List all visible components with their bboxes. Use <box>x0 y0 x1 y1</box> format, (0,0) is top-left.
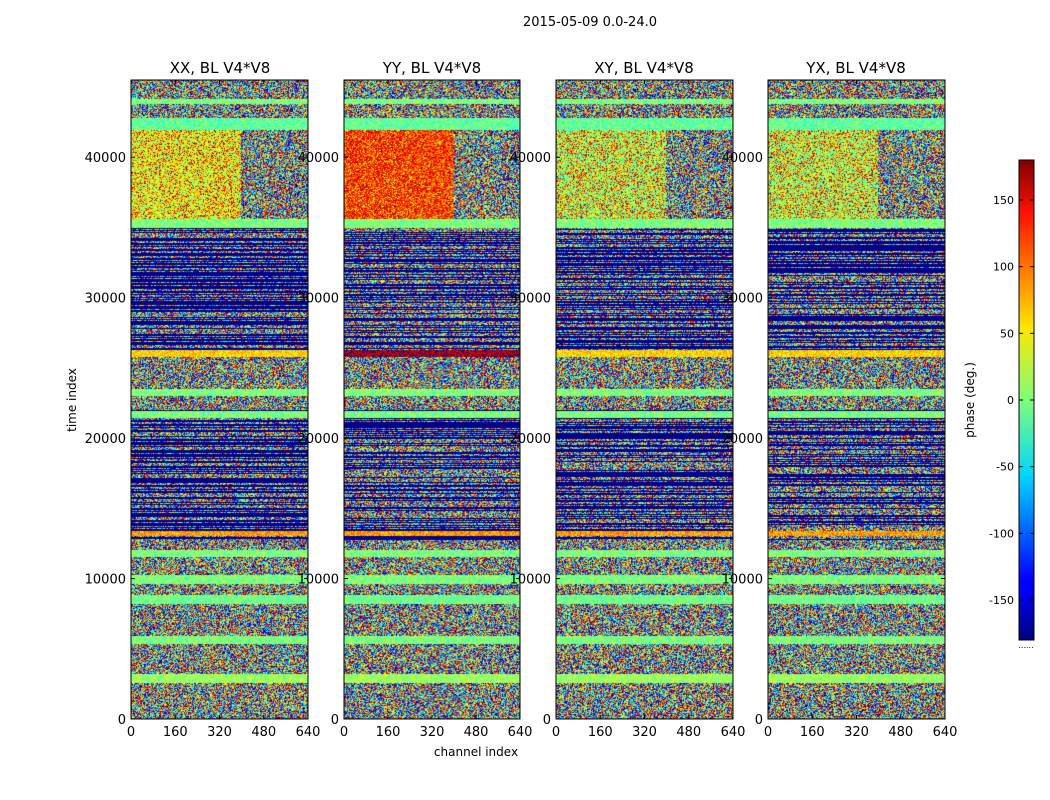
x-tick-label: 480 <box>676 725 701 740</box>
x-axis-label: channel index <box>434 745 518 759</box>
x-tick-label: 160 <box>376 725 401 740</box>
colorbar-label: phase (deg.) <box>963 362 977 438</box>
y-tick-label: 30000 <box>722 292 763 307</box>
colorbar-tick-label: -50 <box>996 461 1014 474</box>
x-tick-label: 640 <box>721 725 746 740</box>
panel-xy: XY, BL V4*V8 0 160 320 480 640 0 10000 20000 300… <box>510 59 746 740</box>
x-tick-label: 160 <box>800 725 825 740</box>
colorbar-tick-label: -150 <box>989 594 1014 607</box>
panel-title: XX, BL V4*V8 <box>170 59 271 77</box>
x-tick-label: 480 <box>464 725 489 740</box>
y-tick-label: 10000 <box>510 573 551 588</box>
x-tick-label: 640 <box>508 725 533 740</box>
colorbar: -150 -100 -50 0 50 100 150 phase (deg.) ...... <box>963 159 1035 650</box>
colorbar-tick-label: 0 <box>1007 394 1014 407</box>
panel-yy: YY, BL V4*V8 0 160 320 480 640 0 10000 20000 300… <box>298 59 533 740</box>
x-tick-label: 320 <box>844 725 869 740</box>
x-tick-label: 640 <box>296 725 321 740</box>
x-tick-label: 0 <box>552 725 560 740</box>
x-tick-label: 480 <box>251 725 276 740</box>
colorbar-ticks: -150 -100 -50 0 50 100 150 <box>989 194 1034 607</box>
y-tick-label: 10000 <box>298 573 339 588</box>
phase-heatmap-image <box>768 80 945 719</box>
y-tick-label: 0 <box>755 713 763 728</box>
phase-heatmap-image <box>344 80 520 719</box>
y-tick-label: 20000 <box>722 432 763 447</box>
panel-xx: XX, BL V4*V8 0 160 320 480 640 0 10000 20000 300… <box>85 59 321 740</box>
y-axis-label: time index <box>65 368 79 432</box>
axis-ticks: 0 160 320 480 640 0 10000 20000 30000 40000 <box>85 80 321 740</box>
y-tick-label: 10000 <box>722 573 763 588</box>
axis-ticks: 0 160 320 480 640 0 10000 20000 30000 40000 <box>298 80 533 740</box>
x-tick-label: 320 <box>207 725 232 740</box>
colorbar-tick-label: -100 <box>989 527 1014 540</box>
x-tick-label: 0 <box>127 725 135 740</box>
panel-title: XY, BL V4*V8 <box>594 59 694 77</box>
y-tick-label: 40000 <box>298 151 339 166</box>
colorbar-tick-label: 50 <box>1000 327 1014 340</box>
y-tick-label: 0 <box>331 713 339 728</box>
x-tick-label: 320 <box>632 725 657 740</box>
y-tick-label: 20000 <box>510 432 551 447</box>
colorbar-tick-label: 150 <box>993 194 1014 207</box>
figure-suptitle: 2015-05-09 0.0-24.0 <box>523 15 657 30</box>
axis-ticks: 0 160 320 480 640 0 10000 20000 30000 40000 <box>722 80 958 740</box>
x-tick-label: 0 <box>764 725 772 740</box>
y-tick-label: 30000 <box>510 292 551 307</box>
y-tick-label: 40000 <box>85 151 126 166</box>
colorbar-tick-label: 100 <box>993 261 1014 274</box>
x-tick-label: 160 <box>163 725 188 740</box>
x-tick-label: 320 <box>420 725 445 740</box>
y-tick-label: 0 <box>543 713 551 728</box>
x-tick-label: 640 <box>933 725 958 740</box>
x-tick-label: 160 <box>588 725 613 740</box>
y-tick-label: 20000 <box>85 432 126 447</box>
phase-heatmap-image <box>556 80 733 719</box>
panel-title: YX, BL V4*V8 <box>805 59 906 77</box>
panel-title: YY, BL V4*V8 <box>382 59 481 77</box>
colorbar-extend-dots: ...... <box>1018 641 1033 650</box>
phase-heatmap-image <box>131 80 308 719</box>
y-tick-label: 30000 <box>298 292 339 307</box>
panel-yx: YX, BL V4*V8 0 160 320 480 640 0 10000 20000 300… <box>722 59 958 740</box>
x-tick-label: 0 <box>340 725 348 740</box>
x-tick-label: 480 <box>888 725 913 740</box>
y-tick-label: 40000 <box>510 151 551 166</box>
y-tick-label: 10000 <box>85 573 126 588</box>
y-tick-label: 30000 <box>85 292 126 307</box>
y-tick-label: 20000 <box>298 432 339 447</box>
y-tick-label: 40000 <box>722 151 763 166</box>
y-tick-label: 0 <box>118 713 126 728</box>
axis-ticks: 0 160 320 480 640 0 10000 20000 30000 40000 <box>510 80 746 740</box>
